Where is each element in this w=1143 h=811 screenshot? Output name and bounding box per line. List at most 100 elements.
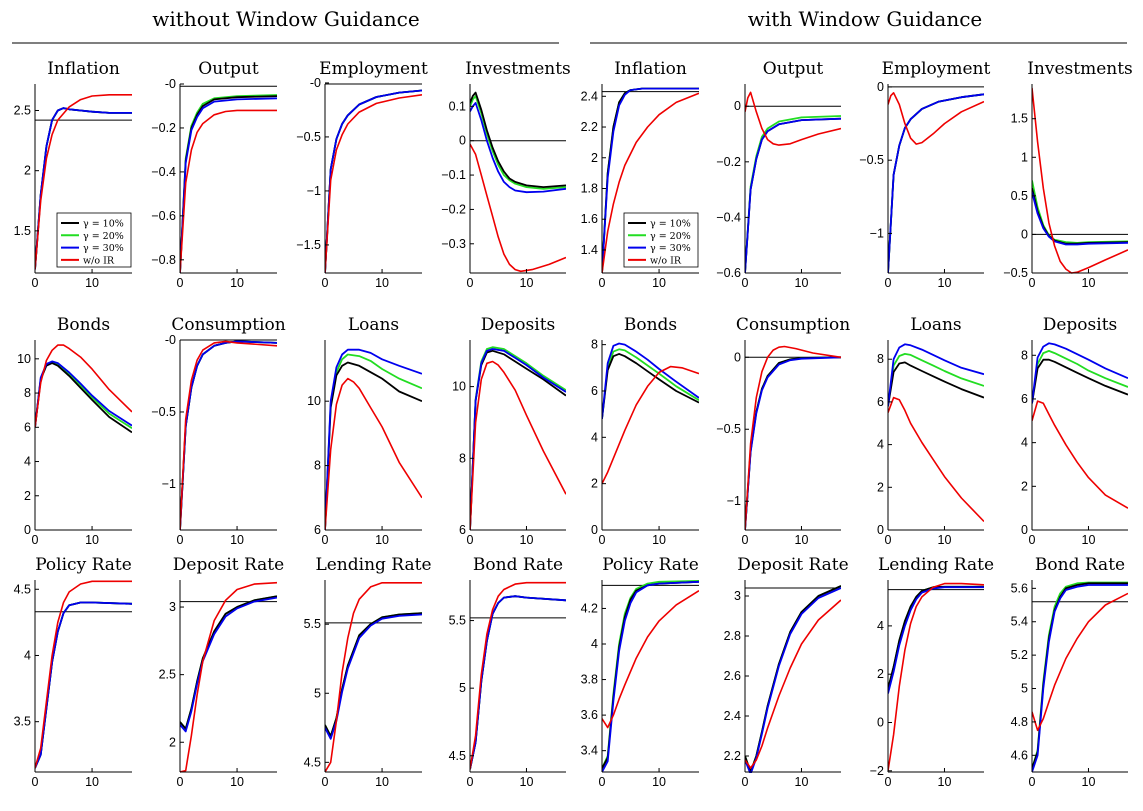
x-tick-label: 0 [467, 533, 474, 547]
y-tick-label: 2.4 [724, 709, 741, 723]
series-g20 [325, 612, 422, 737]
x-tick-label: 0 [742, 276, 749, 290]
y-tick-label: 8 [877, 352, 884, 366]
x-tick-label: 0 [599, 276, 606, 290]
panel-11: Deposits 6 8 10 0 10 [452, 315, 566, 547]
x-tick-label: 0 [467, 775, 474, 789]
y-tick-label: 2.4 [581, 89, 598, 103]
series-g30 [470, 102, 566, 194]
series-g30 [35, 360, 132, 428]
plot-area [745, 91, 841, 274]
series-woir [470, 143, 566, 273]
series-woir [888, 92, 984, 145]
series-g30 [1032, 584, 1128, 773]
panel-title: Deposit Rate [737, 555, 848, 575]
panel-title: Loans [910, 315, 961, 335]
series-g10 [745, 117, 841, 274]
series-g10 [888, 585, 984, 689]
x-tick-label: 0 [742, 775, 749, 789]
series-g10 [1032, 358, 1128, 404]
series-woir [1032, 87, 1128, 274]
panel-title: Lending Rate [315, 555, 431, 575]
y-tick-label: 0 [877, 523, 884, 537]
y-tick-label: 0.5 [1011, 189, 1028, 203]
panel-title: Policy Rate [602, 555, 699, 575]
x-tick-label: 0 [599, 533, 606, 547]
x-tick-label: 0 [1029, 533, 1036, 547]
y-tick-label: 3.6 [581, 708, 598, 722]
plot-area [1032, 87, 1128, 274]
y-tick-label: 2 [591, 151, 598, 165]
plot-area [1032, 581, 1128, 773]
legend: γ = 10%γ = 20%γ = 30%w/o IR [623, 212, 699, 268]
x-tick-label: 0 [742, 533, 749, 547]
series-woir [1032, 592, 1128, 732]
series-g30 [745, 117, 841, 274]
panel-15: Deposits 0 2 4 6 8 0 10 [1021, 315, 1128, 547]
y-tick-label: −0.6 [716, 266, 741, 280]
series-g20 [1032, 581, 1128, 769]
panel-6: Employment −1 −0.5 0 0 10 [859, 59, 990, 290]
series-g30 [602, 342, 699, 419]
series-woir [1032, 400, 1128, 509]
x-tick-label: 0 [1029, 775, 1036, 789]
y-tick-label: 2 [877, 480, 884, 494]
y-tick-label: 10 [17, 352, 31, 366]
panel-17: Deposit Rate 2 2.5 3 0 10 [159, 555, 285, 789]
y-tick-label: −0.3 [441, 237, 466, 251]
series-woir [35, 580, 132, 769]
series-woir [470, 581, 566, 770]
x-tick-label: 10 [520, 276, 534, 290]
series-g10 [888, 93, 984, 274]
series-g20 [35, 361, 132, 429]
legend-label: γ = 30% [83, 243, 124, 254]
panel-10: Loans 6 8 10 0 10 [307, 315, 422, 547]
y-tick-label: −1 [870, 226, 884, 240]
x-tick-label: 10 [85, 775, 99, 789]
y-tick-label: −0.6 [151, 209, 176, 223]
plot-area [325, 83, 422, 274]
x-tick-label: 10 [230, 533, 244, 547]
panel-7: Investments−0.500.511.50 10 [1003, 59, 1132, 290]
series-g20 [745, 115, 841, 274]
panel-title: Inflation [47, 59, 120, 79]
y-tick-label: 4.5 [14, 582, 31, 596]
panel-5: Output −0.6 −0.4 −0.2 0 0 10 [716, 59, 841, 290]
series-g30 [745, 587, 841, 773]
series-g10 [325, 361, 422, 531]
plot-area [35, 344, 132, 434]
legend-label: γ = 20% [83, 231, 124, 242]
y-tick-label: 5 [1021, 682, 1028, 696]
y-tick-label: 1.4 [581, 243, 598, 257]
y-tick-label: -0 [165, 77, 176, 91]
legend: γ = 10%γ = 20%γ = 30%w/o IR [56, 212, 132, 268]
y-tick-label: 4 [877, 619, 884, 633]
series-g30 [470, 595, 566, 770]
panel-16: Policy Rate 3.5 4 4.5 0 10 [14, 555, 132, 789]
panel-3: Investments −0.3 −0.2 −0.1 0 0.1 0 10 [441, 59, 570, 290]
x-tick-label: 10 [375, 276, 389, 290]
series-woir [35, 344, 132, 428]
y-tick-label: −0.5 [716, 422, 741, 436]
y-tick-label: 4 [591, 430, 598, 444]
series-g10 [470, 595, 566, 770]
plot-area [888, 343, 984, 523]
x-tick-label: 0 [322, 775, 329, 789]
x-tick-label: 10 [230, 276, 244, 290]
x-tick-label: 0 [177, 533, 184, 547]
y-tick-label: 2 [24, 489, 31, 503]
series-woir [325, 377, 422, 531]
panel-title: Investments [465, 59, 571, 79]
series-g20 [888, 93, 984, 274]
x-tick-label: 10 [520, 533, 534, 547]
y-tick-label: −0.2 [441, 202, 466, 216]
series-woir [602, 365, 699, 485]
plot-area [470, 91, 566, 273]
y-tick-label: −0.5 [859, 153, 884, 167]
series-woir [470, 360, 566, 531]
x-tick-label: 10 [520, 775, 534, 789]
y-tick-label: 0 [734, 99, 741, 113]
y-tick-label: 5.4 [1011, 615, 1028, 629]
series-g20 [325, 353, 422, 531]
y-tick-label: 4 [24, 648, 31, 662]
